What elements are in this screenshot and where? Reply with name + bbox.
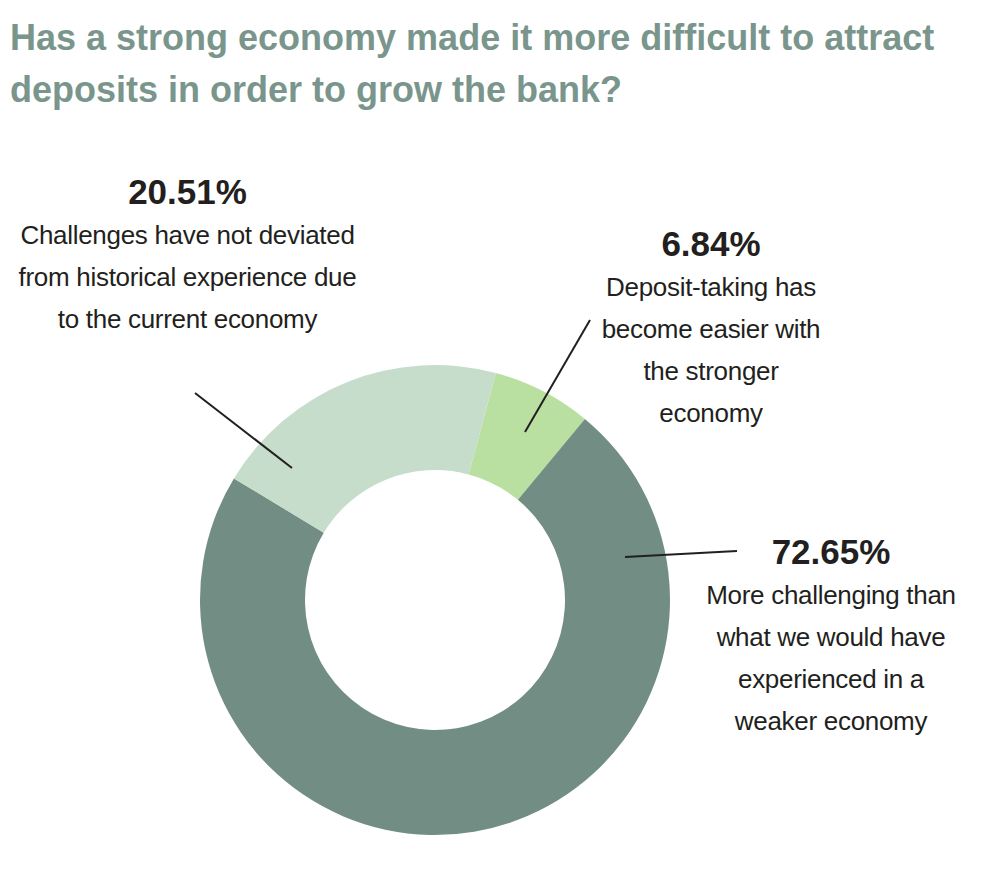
leader-line (525, 320, 590, 432)
leader-line (195, 393, 292, 468)
slice-label: 72.65%More challenging than what we woul… (700, 530, 962, 742)
title: Has a strong economy made it more diffic… (10, 12, 970, 116)
slice-label: 20.51%Challenges have not deviated from … (15, 170, 360, 340)
category-label: Deposit-taking has become easier with th… (592, 266, 830, 434)
chart (0, 0, 995, 870)
value-label: 72.65% (700, 530, 962, 574)
category-label: More challenging than what we would have… (700, 574, 962, 742)
leader-line (625, 551, 737, 557)
value-label: 20.51% (15, 170, 360, 214)
donut-slice (234, 365, 496, 533)
slice-label: 6.84%Deposit-taking has become easier wi… (592, 222, 830, 434)
value-label: 6.84% (592, 222, 830, 266)
category-label: Challenges have not deviated from histor… (15, 214, 360, 340)
